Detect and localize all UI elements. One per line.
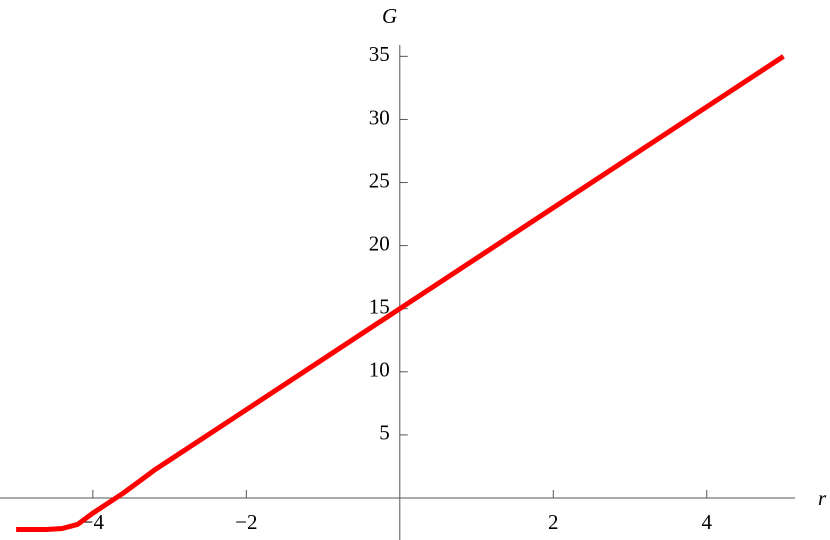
y-tick-label: 5 [379,421,390,445]
x-tick-label: 4 [702,510,713,534]
x-axis-label: r [818,486,827,510]
y-tick-label: 30 [369,105,390,129]
line [16,54,785,533]
y-tick-label: 10 [369,358,390,382]
y-tick-label: 25 [369,168,390,192]
x-tick-label: −2 [235,510,257,534]
y-axis-label: G [382,4,397,28]
y-tick-label: 20 [369,231,390,255]
y-tick-label: 15 [369,295,390,319]
y-tick-label: 35 [369,42,390,66]
x-tick-label: 2 [548,510,559,534]
